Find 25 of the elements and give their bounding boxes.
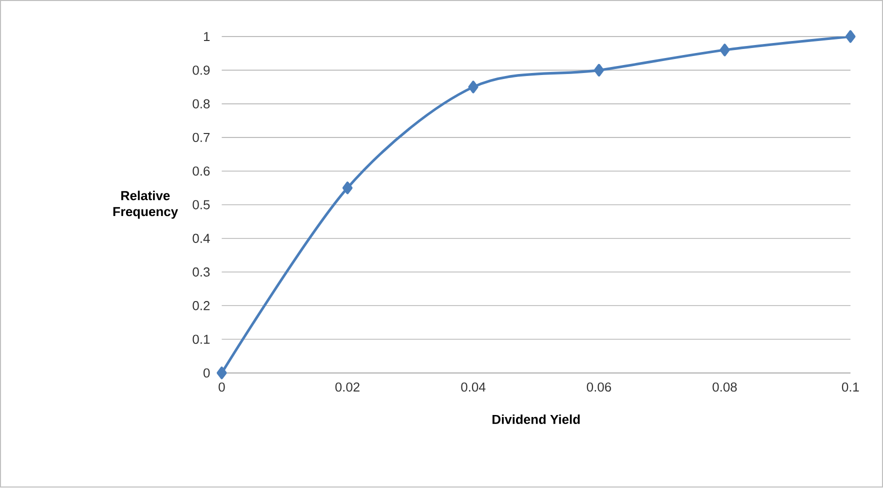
y-tick-label: 0.3 <box>192 268 210 277</box>
y-tick-label: 0.1 <box>192 334 210 344</box>
point <box>845 30 856 44</box>
x-tick-label: 0 <box>218 382 225 392</box>
y-tick-label: 0.2 <box>192 301 210 310</box>
point <box>216 366 227 380</box>
y-tick-label: 0.8 <box>192 99 210 109</box>
point <box>342 182 353 194</box>
x-tick-label: 0.04 <box>461 382 486 392</box>
y-tick-label: 0.7 <box>192 133 210 142</box>
y-axis-title: Relative Frequency <box>113 190 178 219</box>
y-tick-label: 0.4 <box>192 234 210 244</box>
x-tick-label: 0.1 <box>842 382 859 392</box>
y-tick-label: 0.6 <box>192 166 210 176</box>
y-tick-label: 0.5 <box>192 200 210 210</box>
x-tick-label: 0.02 <box>335 382 360 392</box>
x-axis-title: Dividend Yield <box>492 414 580 424</box>
point <box>720 44 730 56</box>
y-tick-label: 0.9 <box>192 66 210 75</box>
x-tick-label: 0.06 <box>586 382 612 392</box>
x-tick-label: 0.08 <box>712 382 737 392</box>
y-tick-label: 1 <box>204 32 210 42</box>
y-tick-label: 0 <box>204 368 210 378</box>
point <box>468 80 478 94</box>
point <box>594 64 604 77</box>
